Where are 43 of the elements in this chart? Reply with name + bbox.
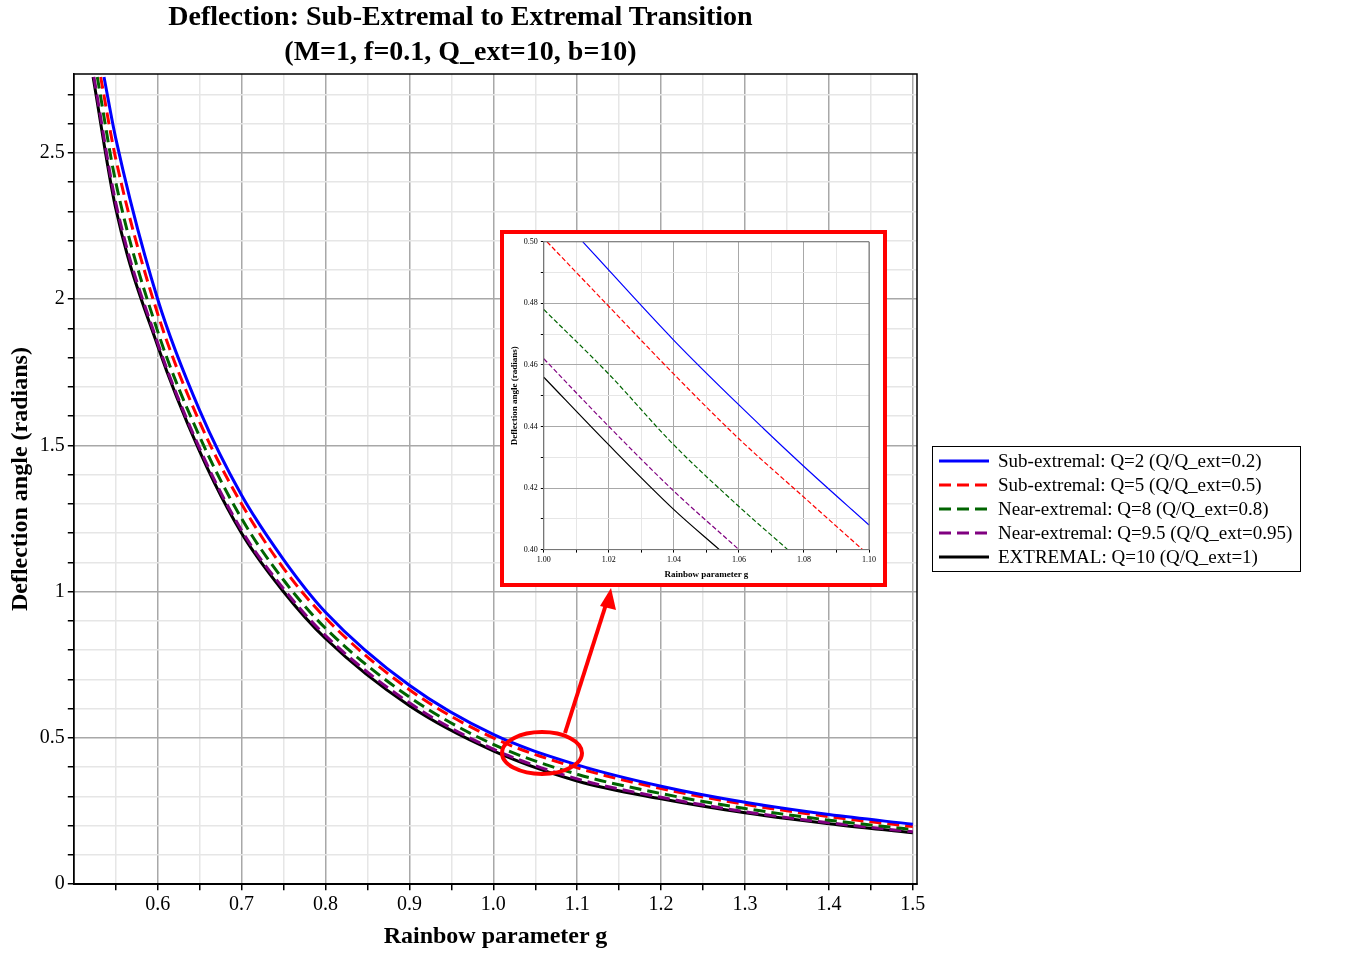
y-tick-label: 0.5 [39, 725, 65, 748]
y-tick-label: 2 [54, 286, 65, 309]
x-tick-label: 0.9 [396, 892, 422, 915]
legend-label: Sub-extremal: Q=2 (Q/Q_ext=0.2) [998, 449, 1262, 473]
y-tick-label: 0.44 [523, 421, 538, 431]
x-axis-title: Rainbow parameter g [664, 568, 749, 579]
x-tick-label: 0.6 [145, 892, 171, 915]
y-tick-label: 0.40 [523, 544, 538, 554]
x-tick-label: 1.5 [900, 892, 926, 915]
y-tick-label: 0 [54, 871, 65, 894]
y-tick-label: 0.50 [523, 236, 538, 246]
x-tick-label: 1.0 [480, 892, 506, 915]
legend-label: Near-extremal: Q=8 (Q/Q_ext=0.8) [998, 497, 1269, 521]
chart-title: Deflection: Sub-Extremal to Extremal Transition (M=1, f=0.1, Q_ext=10, b=10) [168, 0, 754, 66]
y-tick-label: 1 [54, 578, 65, 601]
line-series [543, 308, 789, 551]
x-tick-label: 1.4 [816, 892, 842, 915]
line-series [543, 358, 740, 551]
x-tick-label: 1.2 [648, 892, 674, 915]
x-tick-label: 0.7 [229, 892, 255, 915]
y-tick-label: 0.42 [523, 483, 538, 493]
line-series [543, 376, 721, 551]
y-tick-label: 1.5 [39, 432, 65, 455]
y-tick-label: 2.5 [39, 140, 65, 163]
x-tick-label: 1.02 [601, 555, 616, 565]
x-tick-label: 1.3 [732, 892, 758, 915]
y-axis-title: Deflection angle (radians) [508, 346, 519, 446]
y-tick-label: 0.48 [523, 298, 538, 308]
legend-label: EXTREMAL: Q=10 (Q/Q_ext=1) [998, 545, 1258, 569]
legend-label: Near-extremal: Q=9.5 (Q/Q_ext=0.95) [998, 521, 1293, 545]
x-tick-label: 1.10 [862, 555, 876, 565]
line-series [546, 241, 864, 551]
y-axis-title: Deflection angle (radians) [5, 347, 32, 612]
x-tick-label: 1.1 [564, 892, 590, 915]
line-series [582, 241, 870, 526]
y-tick-label: 0.46 [523, 360, 538, 370]
legend-label: Sub-extremal: Q=5 (Q/Q_ext=0.5) [998, 473, 1262, 497]
x-tick-label: 1.00 [536, 555, 551, 565]
x-tick-label: 1.06 [731, 555, 746, 565]
x-tick-label: 0.8 [313, 892, 338, 915]
x-tick-label: 1.04 [666, 555, 681, 565]
x-axis-title: Rainbow parameter g [383, 921, 608, 948]
x-tick-label: 1.08 [796, 555, 811, 565]
